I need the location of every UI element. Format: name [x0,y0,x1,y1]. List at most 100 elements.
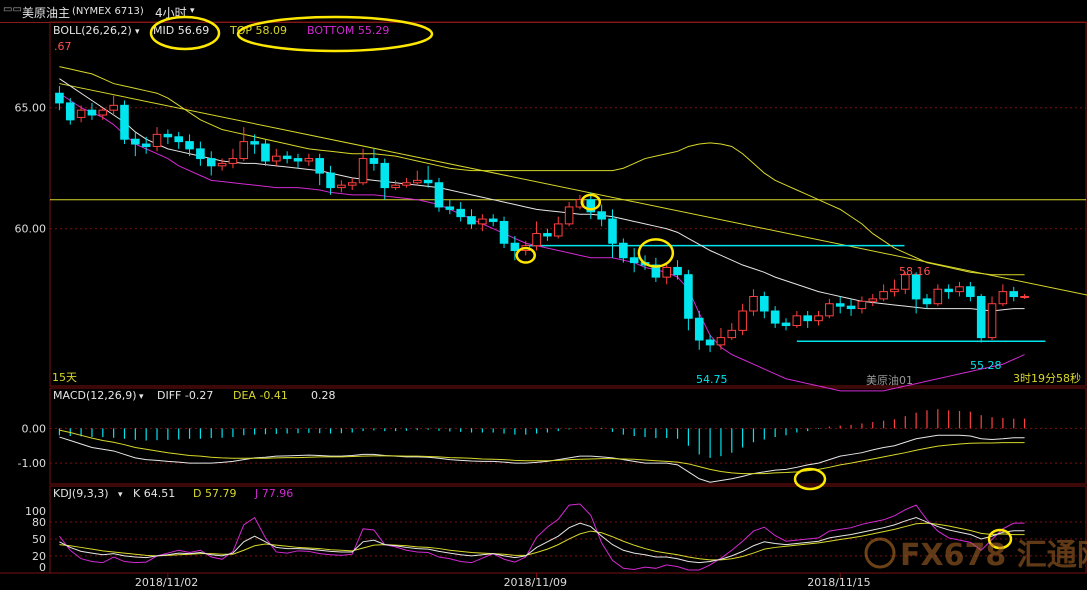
annotation-circle-macd [793,467,827,491]
kdj-k-line [59,517,1025,564]
candle-body [651,264,661,278]
candle-body [835,303,845,307]
boll-name[interactable]: BOLL(26,26,2) [53,24,132,37]
kdj-d-value: D 57.79 [193,487,236,500]
candle-body [966,286,975,297]
candle-body [944,288,953,293]
candle-body [478,218,487,225]
candle-body [337,184,346,189]
macd-diff-value: DIFF -0.27 [157,389,213,402]
kdj-tick-label: 50 [32,533,46,546]
candle-body [217,162,227,167]
candle-body [98,109,108,116]
low-price-label: 54.75 [696,373,728,386]
candle-body [879,291,888,300]
candle-body [131,138,140,145]
left-cut-value: .67 [54,40,72,53]
chevron-down-icon[interactable]: ▾ [190,6,195,16]
candle-body [347,182,357,186]
time-axis-label: 2018/11/15 [807,576,870,589]
kdj-j-value: J 77.96 [254,487,293,500]
price-tick-label: 65.00 [15,102,47,115]
candle-body [315,158,324,174]
candle-body [846,305,856,310]
candle-body [705,339,715,346]
candle-body [749,295,758,312]
candle-body [467,216,476,225]
candle-body [976,295,986,339]
boll-mid-value: MID 56.69 [153,24,209,37]
candle-body [727,329,737,339]
time-axis-label: 2018/11/02 [135,576,198,589]
candle-body [76,109,86,118]
macd-name[interactable]: MACD(12,26,9) [53,389,137,402]
macd-dropdown-icon[interactable]: ▾ [139,392,144,402]
candle-body [955,286,964,293]
candle-body [206,158,216,167]
macd-dea-line [59,429,1025,475]
kdj-dropdown-icon[interactable]: ▾ [118,490,123,500]
logo-text: FX678 汇通网 [900,538,1087,573]
candle-body [922,298,932,305]
instrument-title[interactable]: 美原油主 [22,6,71,20]
candle-body [326,172,335,189]
annotation-circle-kdj [987,528,1013,550]
candle-body [760,295,769,312]
candle-body [272,155,281,162]
instrument-symbol: (NYMEX 6713) [72,6,144,17]
annotation-circle-mid [149,15,221,51]
candle-body [868,298,878,302]
window-icon[interactable]: ▭▭ [3,4,22,15]
macd-tick-label: 0.00 [22,422,47,435]
candle-body [825,303,834,317]
trend-line [59,83,1087,296]
candle-body [673,266,682,276]
macd-histogram-value: 0.28 [311,389,336,402]
annotation-circle [580,193,602,211]
candle-body [456,208,465,218]
candle-body [543,233,552,237]
candle-body [293,158,303,162]
candle-body [738,310,747,331]
candle-body [586,199,596,213]
candle-body [391,184,400,189]
candle-body [65,102,75,121]
candle-body [792,315,802,327]
candle-body [261,143,270,162]
candle-body [358,158,368,184]
price-tick-label: 60.00 [15,223,47,236]
candle-body [423,179,433,184]
macd-dea-value: DEA -0.41 [233,389,288,402]
kdj-tick-label: 80 [32,516,46,529]
candle-body [900,274,910,290]
macd-tick-label: -1.00 [18,457,46,470]
candle-body [380,162,390,189]
fx678-logo: FX678 汇通网 [864,537,1087,573]
kdj-j-line [59,503,1025,571]
panel-frame [49,21,1087,387]
boll-bottom-value: BOTTOM 55.29 [307,24,389,37]
candle-body [55,92,64,104]
candle-body [532,233,541,247]
candle-body [553,223,563,237]
period-note: 15天 [52,371,77,384]
candle-body [933,288,943,305]
countdown-timer: 3时19分58秒 [1013,371,1081,385]
candle-body [684,274,693,319]
candle-body [694,317,704,341]
candle-body [857,300,867,310]
candle-body [239,141,249,160]
boll-dropdown-icon[interactable]: ▾ [135,27,140,37]
candle-body [412,179,422,184]
candle-body [434,182,444,208]
kdj-tick-label: 0 [39,561,46,574]
candle-body [163,133,173,138]
candle-body [629,257,639,264]
kdj-name[interactable]: KDJ(9,3,3) [53,487,109,500]
candle-body [304,158,314,162]
candle-body [120,104,129,140]
candle-body [619,242,628,259]
candle-body [911,274,921,300]
kdj-d-line [59,522,1025,561]
